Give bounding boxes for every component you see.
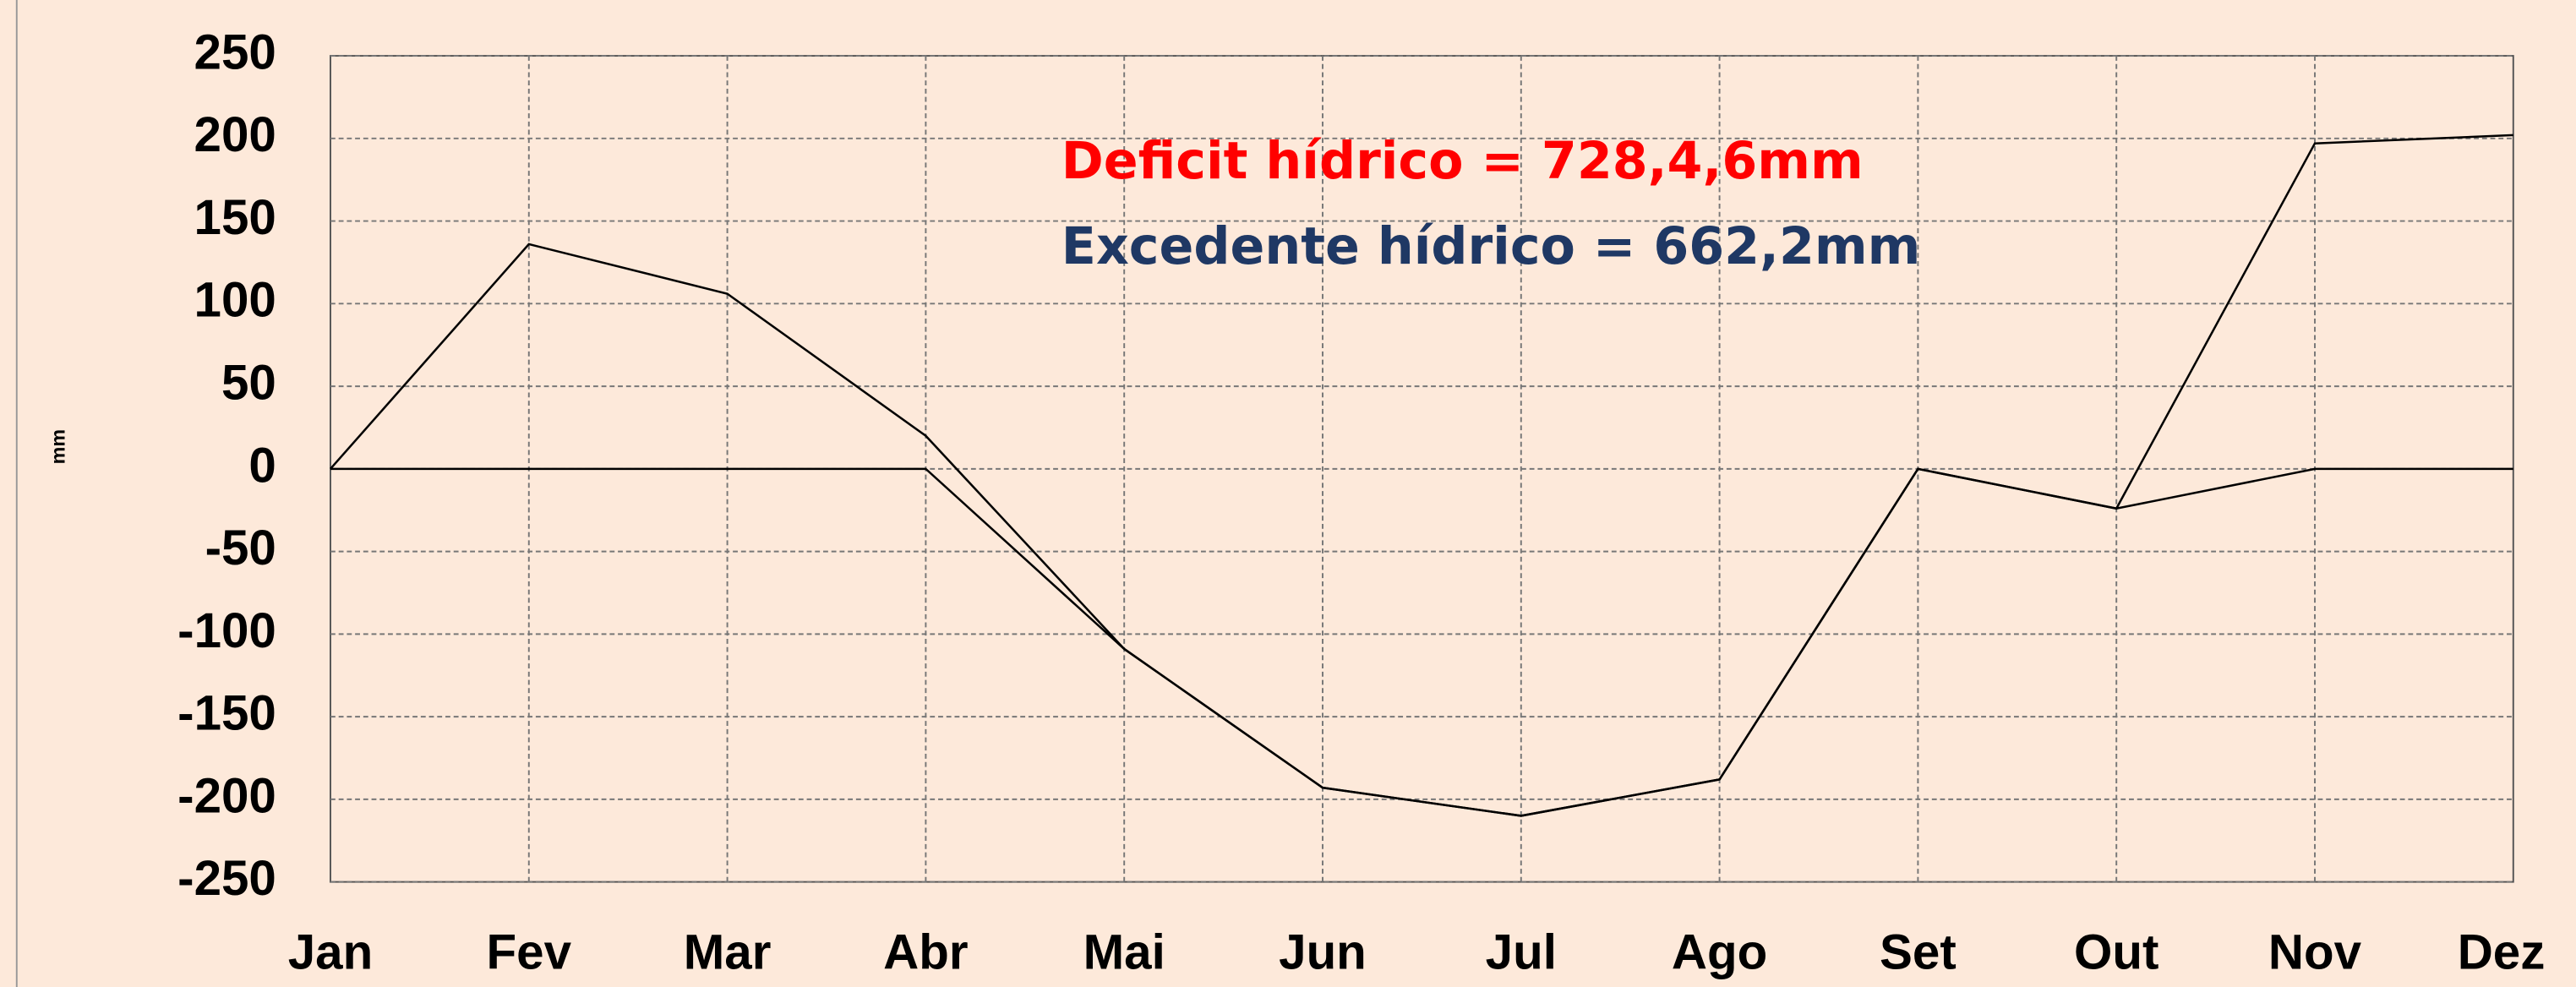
x-tick-label: Jan: [288, 924, 373, 979]
y-tick-label: 100: [194, 273, 276, 328]
x-tick-label: Jul: [1486, 924, 1557, 979]
y-tick-label: -100: [177, 603, 276, 658]
y-axis-label: mm: [46, 429, 68, 464]
annotation: Deficit hídrico = 728,4,6mm: [1062, 132, 1864, 191]
x-tick-label: Dez: [2458, 924, 2546, 979]
x-tick-label: Out: [2074, 924, 2158, 979]
x-tick-label: Jun: [1279, 924, 1367, 979]
y-tick-label: -150: [177, 686, 276, 741]
y-tick-label: 50: [221, 356, 276, 411]
data-line: [330, 467, 2513, 817]
y-tick-label: 250: [194, 25, 276, 79]
x-tick-label: Mai: [1083, 924, 1165, 979]
y-tick-label: 150: [194, 190, 276, 245]
y-tick-label: -250: [177, 851, 276, 906]
annotation: Excedente hídrico = 662,2mm: [1062, 217, 1921, 276]
x-tick-label: Abr: [883, 924, 968, 979]
x-tick-label: Fev: [487, 924, 572, 979]
y-tick-label: 200: [194, 107, 276, 162]
y-tick-label: -200: [177, 768, 276, 823]
x-tick-label: Ago: [1672, 924, 1767, 979]
x-tick-label: Mar: [684, 924, 772, 979]
x-tick-label: Set: [1880, 924, 1957, 979]
x-tick-label: Nov: [2268, 924, 2362, 979]
y-tick-label: -50: [205, 521, 276, 575]
y-tick-label: 0: [248, 438, 276, 493]
